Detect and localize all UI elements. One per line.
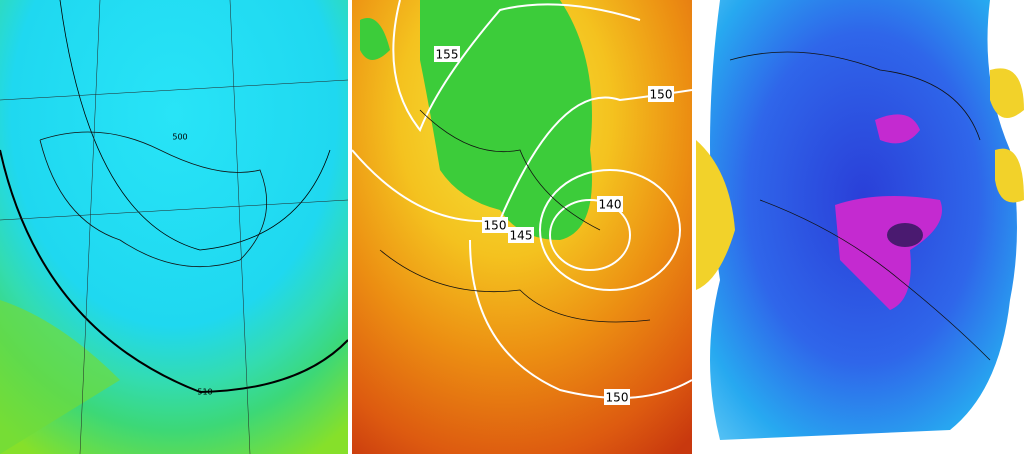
contour-line <box>0 149 348 394</box>
green-area <box>360 18 390 60</box>
contour-label: 140 <box>599 198 622 212</box>
contour-label: 510 <box>197 388 212 397</box>
green-area <box>420 0 592 240</box>
label-box <box>508 227 534 243</box>
middle-panel: 155 150 150 140 145 150 <box>352 0 692 454</box>
left-panel: 500 510 <box>0 0 348 454</box>
yellow-area <box>995 148 1024 203</box>
label-box <box>482 217 508 233</box>
coastline <box>729 51 991 361</box>
yellow-area <box>696 140 735 290</box>
contour-label: 155 <box>436 48 459 62</box>
grid-line <box>0 0 348 454</box>
magenta-area <box>875 114 920 144</box>
label-box <box>604 389 630 405</box>
coastline <box>39 131 268 268</box>
label-box <box>597 196 623 212</box>
contour-lines <box>352 0 692 399</box>
contour-label: 500 <box>172 133 187 142</box>
magenta-area <box>835 196 942 310</box>
dark-core <box>887 223 923 247</box>
contour-line <box>59 0 331 251</box>
divider <box>348 0 352 454</box>
contour-label: 150 <box>650 88 673 102</box>
contour-label: 145 <box>510 229 533 243</box>
yellow-area <box>990 68 1024 118</box>
contour-labels: 155 150 150 140 145 150 <box>434 46 674 405</box>
right-panel <box>696 0 1024 454</box>
label-box <box>648 86 674 102</box>
label-box <box>434 46 460 62</box>
coastline <box>379 109 651 323</box>
contour-label: 150 <box>484 219 507 233</box>
divider <box>692 0 696 454</box>
contour-label: 150 <box>606 391 629 405</box>
left-field <box>0 300 120 454</box>
